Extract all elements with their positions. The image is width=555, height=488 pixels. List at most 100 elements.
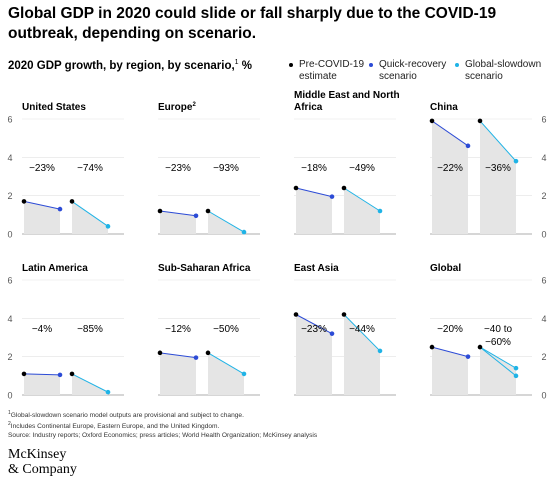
- pre-covid-point-middle-east-and-north-africa: [293, 185, 299, 191]
- legend-label-pre-covid-1: Pre-COVID-19: [299, 59, 365, 70]
- quick-recovery-point-china: [465, 143, 471, 149]
- y-tick-label: 2: [541, 191, 546, 201]
- legend-label-quick-recovery-1: Quick-recovery: [379, 59, 447, 70]
- global-slowdown-area-latin-america: [72, 373, 108, 395]
- panel-title-middle-east-and-north-africa: Middle East and North Africa: [294, 90, 400, 113]
- global-slowdown-point-europe: [241, 229, 247, 235]
- legend-label-global-slowdown-1: Global-slowdown: [465, 59, 542, 70]
- quick-recovery-label-east-asia: −23%: [301, 324, 327, 335]
- y-tick-label: 6: [7, 115, 12, 125]
- global-slowdown-label-global: −40 to −60%: [484, 324, 513, 348]
- global-slowdown-point-china: [513, 158, 519, 164]
- quick-recovery-line-china: [431, 120, 469, 147]
- legend-dot-quick-recovery: [369, 63, 373, 67]
- pre-covid-point-sub-saharan-africa: [205, 350, 211, 356]
- global-slowdown-area-middle-east-and-north-africa: [344, 188, 380, 234]
- pre-covid-point-united-states: [69, 199, 75, 204]
- global-slowdown-upper-line-global: [479, 346, 517, 369]
- quick-recovery-area-middle-east-and-north-africa: [296, 188, 332, 234]
- panel-title-global: Global: [430, 263, 461, 274]
- global-slowdown-line-latin-america: [71, 373, 109, 393]
- quick-recovery-line-united-states: [23, 200, 61, 210]
- legend-dot-pre-covid: [289, 63, 293, 67]
- global-slowdown-point-latin-america: [105, 389, 111, 395]
- y-tick-label: 2: [7, 191, 12, 201]
- global-slowdown-line-sub-saharan-africa: [207, 352, 245, 375]
- legend-dot-global-slowdown: [455, 63, 459, 67]
- quick-recovery-area-east-asia: [296, 314, 332, 395]
- quick-recovery-area-china: [432, 120, 468, 234]
- legend-label-quick-recovery-2: scenario: [379, 71, 417, 82]
- pre-covid-point-europe: [205, 208, 211, 214]
- chart-subtitle: 2020 GDP growth, by region, by scenario,…: [8, 59, 252, 72]
- y-tick-label: 2: [7, 352, 12, 362]
- pre-covid-point-china: [477, 118, 483, 124]
- subtitle-text: 2020 GDP growth, by region, by scenario,: [8, 59, 235, 72]
- y-tick-label: 0: [541, 230, 546, 240]
- global-slowdown-point-east-asia: [377, 348, 383, 354]
- global-slowdown-point-sub-saharan-africa: [241, 371, 247, 377]
- global-slowdown-upper-point-global: [513, 365, 519, 371]
- global-slowdown-area-united-states: [72, 201, 108, 234]
- subtitle-unit: %: [241, 59, 253, 72]
- y-tick-label: 6: [7, 276, 12, 286]
- panel-title-europe: Europe2: [158, 102, 196, 113]
- quick-recovery-point-middle-east-and-north-africa: [329, 194, 335, 199]
- legend-label-global-slowdown-2: scenario: [465, 71, 503, 82]
- footnotes: 1Global-slowdown scenario model outputs …: [8, 409, 317, 440]
- y-tick-label: 4: [541, 314, 546, 324]
- quick-recovery-label-united-states: −23%: [29, 163, 55, 174]
- y-tick-label: 4: [7, 153, 12, 163]
- y-tick-label: 6: [541, 115, 546, 125]
- panel-title-sub-saharan-africa: Sub-Saharan Africa: [158, 263, 251, 274]
- quick-recovery-line-east-asia: [295, 314, 333, 335]
- global-slowdown-line-east-asia: [343, 314, 381, 352]
- mckinsey-logo: McKinsey & Company: [8, 447, 77, 477]
- y-tick-label: 0: [7, 230, 12, 240]
- quick-recovery-line-latin-america: [23, 373, 61, 376]
- quick-recovery-area-united-states: [24, 201, 60, 234]
- global-slowdown-line-global: [479, 346, 517, 377]
- global-slowdown-area-sub-saharan-africa: [208, 352, 244, 395]
- panel-title-east-asia: East Asia: [294, 263, 339, 274]
- y-tick-label: 0: [541, 391, 546, 401]
- pre-covid-point-global: [477, 344, 483, 350]
- panel-title-united-states: United States: [22, 102, 86, 113]
- y-tick-label: 2: [541, 352, 546, 362]
- global-slowdown-label-china: −36%: [485, 163, 511, 174]
- quick-recovery-label-global: −20%: [437, 324, 463, 335]
- pre-covid-point-united-states: [21, 199, 27, 204]
- quick-recovery-point-east-asia: [329, 331, 335, 336]
- quick-recovery-label-china: −22%: [437, 163, 463, 174]
- pre-covid-point-middle-east-and-north-africa: [341, 185, 347, 191]
- global-slowdown-area-global: [480, 347, 516, 395]
- chart-title: Global GDP in 2020 could slide or fall s…: [8, 5, 497, 42]
- global-slowdown-point-middle-east-and-north-africa: [377, 208, 383, 214]
- quick-recovery-area-global: [432, 347, 468, 395]
- quick-recovery-label-latin-america: −4%: [32, 324, 52, 335]
- global-slowdown-point-united-states: [105, 224, 111, 229]
- quick-recovery-line-sub-saharan-africa: [159, 352, 197, 359]
- y-tick-label: 0: [7, 391, 12, 401]
- global-slowdown-line-china: [479, 120, 517, 162]
- quick-recovery-point-global: [465, 354, 471, 359]
- quick-recovery-point-latin-america: [57, 372, 63, 378]
- pre-covid-point-latin-america: [21, 371, 27, 377]
- y-tick-label: 4: [7, 314, 12, 324]
- quick-recovery-point-united-states: [57, 206, 63, 212]
- legend-label-pre-covid-2: estimate: [299, 71, 337, 82]
- pre-covid-point-europe: [157, 208, 163, 214]
- quick-recovery-area-sub-saharan-africa: [160, 352, 196, 395]
- quick-recovery-label-europe: −23%: [165, 163, 191, 174]
- quick-recovery-area-europe: [160, 211, 196, 234]
- quick-recovery-label-middle-east-and-north-africa: −18%: [301, 163, 327, 174]
- footnote-1: 1Global-slowdown scenario model outputs …: [8, 410, 244, 420]
- global-slowdown-label-east-asia: −44%: [349, 324, 375, 335]
- y-tick-label: 4: [541, 153, 546, 163]
- quick-recovery-line-global: [431, 346, 469, 358]
- pre-covid-point-global: [429, 344, 435, 350]
- global-slowdown-label-united-states: −74%: [77, 163, 103, 174]
- global-slowdown-label-latin-america: −85%: [77, 324, 103, 335]
- pre-covid-point-east-asia: [341, 312, 347, 317]
